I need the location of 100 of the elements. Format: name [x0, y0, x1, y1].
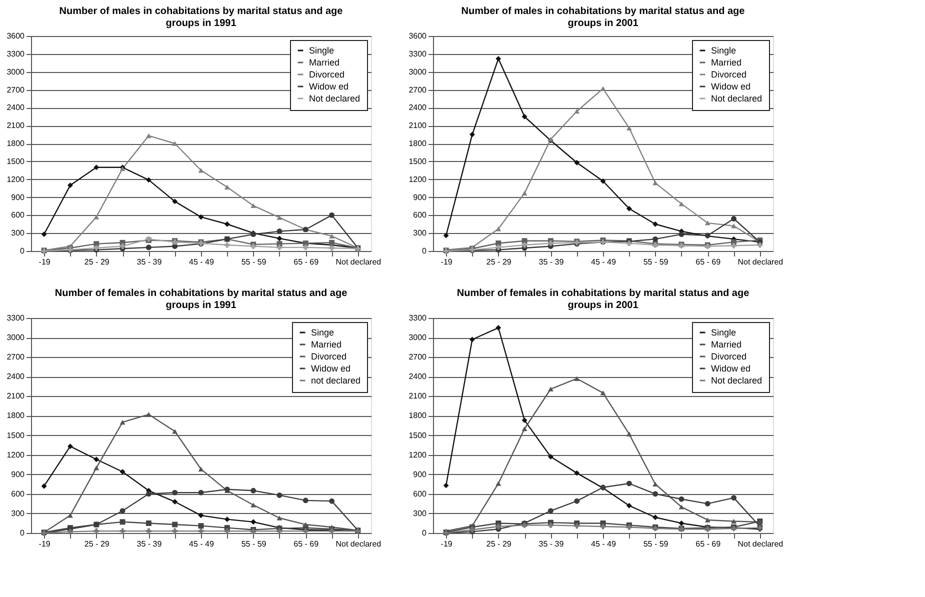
- point: [120, 528, 126, 534]
- legend-label: Not declared: [309, 94, 360, 104]
- point: [146, 244, 152, 250]
- y-tick-label: 2400: [6, 372, 26, 382]
- point: [120, 519, 126, 525]
- x-tick-label: 65 - 69: [294, 258, 320, 266]
- point: [678, 201, 684, 206]
- point: [626, 432, 632, 436]
- point: [704, 518, 710, 522]
- legend-label: Singe: [311, 328, 334, 338]
- point: [120, 469, 126, 474]
- y-tick-label: 600: [11, 210, 26, 220]
- point: [678, 504, 684, 510]
- legend-label: Single: [711, 328, 736, 338]
- x-tick-label: Not declared: [738, 258, 784, 266]
- y-tick-label: 1200: [408, 450, 428, 460]
- point: [496, 226, 502, 232]
- y-tick-label: 300: [413, 508, 428, 518]
- point: [172, 490, 178, 496]
- point: [329, 245, 335, 251]
- x-tick-label: 35 - 39: [136, 258, 162, 266]
- point: [626, 502, 632, 508]
- point: [496, 240, 502, 246]
- point: [496, 56, 502, 62]
- y-tick-label: 2100: [6, 392, 26, 401]
- y-tick-label: 900: [413, 192, 428, 202]
- point: [548, 508, 554, 514]
- y-tick-label: 3600: [408, 32, 428, 40]
- point: [329, 498, 335, 504]
- point: [146, 177, 152, 183]
- y-tick-label: 1500: [6, 156, 26, 166]
- point: [574, 108, 580, 114]
- y-tick-label: 3000: [6, 333, 26, 342]
- point: [652, 514, 658, 520]
- x-tick-label: -19: [440, 540, 453, 548]
- legend-label: Married: [711, 58, 742, 68]
- legend-label: Divorced: [711, 352, 747, 362]
- y-tick-label: 600: [413, 489, 428, 498]
- y-tick-label: 2100: [408, 121, 428, 130]
- point: [172, 528, 178, 534]
- point: [731, 495, 737, 501]
- x-tick-label: 25 - 29: [486, 540, 512, 548]
- legend-label: Not declared: [711, 376, 762, 386]
- point: [250, 488, 256, 494]
- point: [172, 498, 178, 504]
- x-tick-label: -19: [38, 540, 51, 548]
- y-tick-label: 2700: [408, 352, 428, 362]
- y-tick-label: 1500: [6, 430, 26, 440]
- point: [250, 502, 256, 508]
- x-tick-label: 55 - 59: [643, 540, 669, 548]
- x-tick-label: 25 - 29: [84, 540, 110, 548]
- y-tick-label: 3300: [6, 314, 26, 322]
- legend-label: Single: [711, 46, 736, 56]
- point: [172, 198, 178, 204]
- x-tick-label: 65 - 69: [696, 540, 722, 548]
- x-tick-label: 35 - 39: [136, 540, 162, 548]
- point: [94, 164, 100, 170]
- point: [329, 212, 335, 218]
- point: [600, 178, 606, 184]
- point: [120, 508, 126, 514]
- y-tick-label: 300: [413, 228, 428, 238]
- point: [600, 390, 606, 396]
- point: [626, 126, 632, 130]
- legend-label: Married: [711, 340, 742, 350]
- point: [224, 242, 230, 248]
- point: [67, 444, 73, 450]
- point: [276, 236, 282, 242]
- point: [522, 242, 528, 248]
- legend-label: Married: [311, 340, 342, 350]
- point: [469, 132, 475, 138]
- x-tick-label: 25 - 29: [486, 258, 512, 266]
- point: [276, 528, 282, 534]
- legend-label: Widow ed: [711, 82, 751, 92]
- y-tick-label: 1500: [408, 430, 428, 440]
- point: [250, 519, 256, 525]
- point: [548, 386, 554, 392]
- point: [198, 214, 204, 220]
- y-tick-label: 3600: [6, 32, 26, 40]
- legend-label: Widow ed: [309, 82, 349, 92]
- y-tick-label: 2400: [408, 372, 428, 382]
- y-tick-label: 300: [11, 228, 26, 238]
- y-tick-label: 3000: [408, 67, 428, 76]
- point: [224, 528, 230, 534]
- point: [120, 243, 126, 249]
- point: [678, 232, 684, 238]
- point: [224, 184, 230, 190]
- x-tick-label: Not declared: [738, 540, 784, 548]
- y-tick-label: 900: [11, 470, 26, 479]
- point: [600, 86, 606, 91]
- legend-label: not declared: [311, 376, 361, 386]
- legend-label: Single: [309, 46, 334, 56]
- point: [522, 426, 528, 432]
- point: [496, 244, 502, 250]
- point: [67, 528, 73, 534]
- point: [574, 498, 580, 504]
- point: [522, 190, 528, 196]
- point: [626, 480, 632, 486]
- point: [678, 496, 684, 502]
- y-tick-label: 900: [11, 192, 26, 202]
- x-tick-label: 45 - 49: [591, 540, 617, 548]
